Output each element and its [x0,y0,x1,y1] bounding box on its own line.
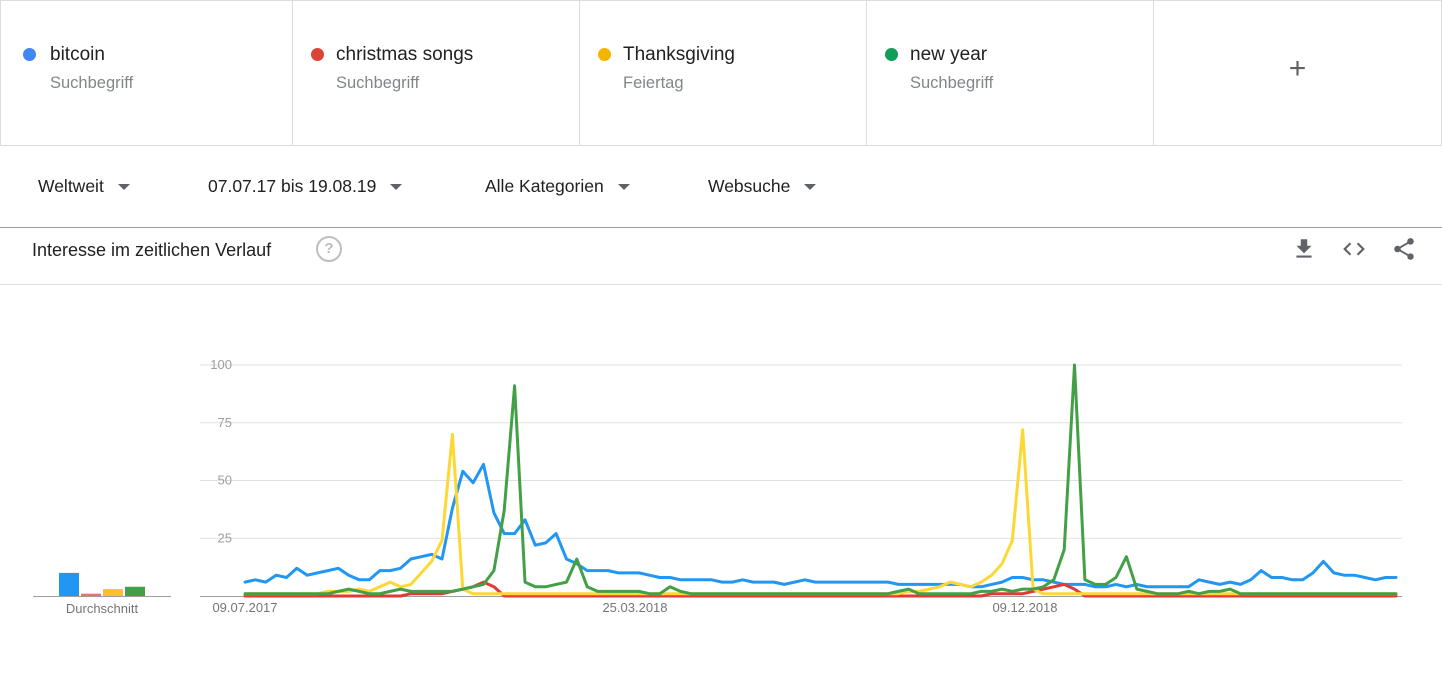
date-range-dropdown[interactable]: 07.07.17 bis 19.08.19 [208,176,403,197]
term-color-dot [885,48,898,61]
search-type-label: Websuche [708,176,791,196]
series-line-christmas-songs[interactable] [243,580,1398,598]
region-label: Weltweit [38,176,104,196]
y-tick-label: 75 [218,415,232,430]
term-name: bitcoin [50,44,105,65]
y-tick-label: 50 [218,473,232,488]
term-card-bitcoin[interactable]: bitcoin Suchbegriff [0,1,293,145]
category-label: Alle Kategorien [485,176,604,196]
term-type: Suchbegriff [50,74,134,92]
average-bar-Thanksgiving [103,589,123,596]
term-card-thanksgiving[interactable]: Thanksgiving Feiertag [580,1,867,145]
term-color-dot [598,48,611,61]
share-icon[interactable] [1391,236,1417,262]
x-tick-label: 09.12.2018 [992,600,1057,615]
embed-icon[interactable] [1341,236,1367,262]
search-type-dropdown[interactable]: Websuche [708,176,817,197]
interest-over-time-chart: 25 50 75 100 Durchschnitt 09.07.2017 25.03.2… [33,357,1402,616]
term-bar: bitcoin Suchbegriff christmas songs Such… [0,0,1442,146]
series-line-Thanksgiving[interactable] [243,428,1398,596]
add-term-button[interactable]: + [1154,1,1442,145]
panel-header: Interesse im zeitlichen Verlauf ? [0,228,1442,285]
caret-down-icon [117,183,130,190]
plus-icon: + [1288,52,1307,85]
y-tick-label: 25 [218,530,232,545]
caret-down-icon [617,183,630,190]
series-line-bitcoin[interactable] [243,462,1398,589]
help-icon[interactable]: ? [316,236,342,262]
average-bar-bitcoin [59,572,79,596]
term-color-dot [23,48,36,61]
caret-down-icon [804,183,817,190]
term-type: Feiertag [623,74,684,92]
category-dropdown[interactable]: Alle Kategorien [485,176,630,197]
caret-down-icon [390,183,403,190]
region-dropdown[interactable]: Weltweit [38,176,130,197]
term-name: christmas songs [336,44,474,65]
term-card-new-year[interactable]: new year Suchbegriff [867,1,1154,145]
download-icon[interactable] [1291,236,1317,262]
x-tick-label: 09.07.2017 [212,600,277,615]
y-tick-label: 100 [210,357,232,372]
term-type: Suchbegriff [910,74,994,92]
term-name: Thanksgiving [623,44,735,65]
series-line-new-year[interactable] [243,363,1398,596]
average-bar-christmas-songs [81,593,101,596]
term-color-dot [311,48,324,61]
term-card-christmas-songs[interactable]: christmas songs Suchbegriff [293,1,580,145]
term-type: Suchbegriff [336,74,420,92]
average-label: Durchschnitt [66,601,139,616]
term-name: new year [910,44,988,65]
average-bar-new-year [125,586,145,596]
date-range-label: 07.07.17 bis 19.08.19 [208,176,377,196]
x-tick-label: 25.03.2018 [602,600,667,615]
panel-title: Interesse im zeitlichen Verlauf [32,240,272,260]
filter-bar: Weltweit 07.07.17 bis 19.08.19 Alle Kate… [0,146,1442,228]
